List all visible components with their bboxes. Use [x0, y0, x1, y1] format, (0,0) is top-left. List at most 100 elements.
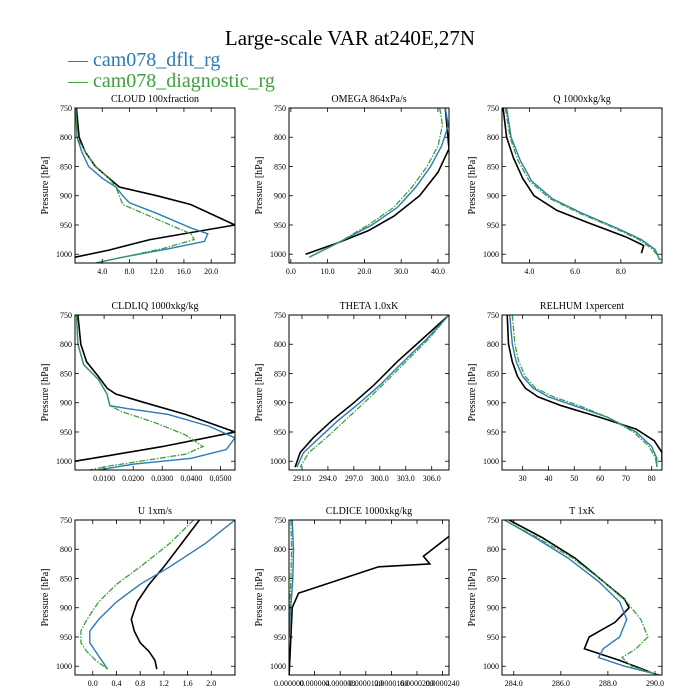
x-tick-label: 6.0 — [570, 267, 580, 276]
y-tick-label: 1000 — [270, 250, 286, 259]
y-tick-label: 750 — [274, 311, 286, 320]
y-tick-label: 750 — [60, 516, 72, 525]
x-tick-label: 0.0300 — [151, 474, 173, 483]
series-line-dflt — [504, 520, 660, 675]
x-tick-label: 0.8 — [135, 679, 145, 688]
y-tick-label: 950 — [274, 221, 286, 230]
panel-title: CLDICE 1000xkg/kg — [326, 506, 412, 517]
y-tick-label: 1000 — [56, 250, 72, 259]
y-tick-label: 750 — [60, 104, 72, 113]
x-tick-label: 306.0 — [423, 474, 441, 483]
y-tick-label: 850 — [60, 162, 72, 171]
y-tick-label: 850 — [60, 369, 72, 378]
x-tick-label: 288.0 — [599, 679, 617, 688]
series-line-dflt — [505, 108, 661, 261]
y-tick-label: 750 — [274, 104, 286, 113]
x-tick-label: 0.0100 — [93, 474, 115, 483]
y-tick-label: 950 — [60, 633, 72, 642]
y-tick-label: 800 — [60, 545, 72, 554]
x-tick-label: 294.0 — [319, 474, 337, 483]
x-tick-label: 0.000004 — [300, 679, 330, 688]
x-tick-label: 20.0 — [357, 267, 371, 276]
panel-title: THETA 1.0xK — [340, 301, 399, 312]
x-tick-label: 4.0 — [97, 267, 107, 276]
x-tick-label: 290.0 — [646, 679, 664, 688]
x-tick-label: 0.0400 — [180, 474, 202, 483]
x-tick-label: 284.0 — [505, 679, 523, 688]
panel-title: U 1xm/s — [138, 506, 172, 517]
panel-6: U 1xm/s Pressure [hPa] 750 800 850 900 950 1000… — [40, 506, 236, 688]
y-tick-label: 950 — [60, 428, 72, 437]
y-tick-label: 800 — [274, 133, 286, 142]
panel-title: Q 1000xkg/kg — [553, 94, 611, 105]
x-tick-label: 8.0 — [616, 267, 626, 276]
x-tick-label: 4.0 — [524, 267, 534, 276]
x-tick-label: 0.0 — [286, 267, 296, 276]
x-tick-label: 0.000008 — [325, 679, 355, 688]
x-tick-label: 10.0 — [321, 267, 335, 276]
panel-1: OMEGA 864xPa/s Pressure [hPa] 750 800 850 900… — [254, 94, 450, 276]
y-tick-label: 900 — [487, 192, 499, 201]
series-line-diag — [80, 520, 194, 670]
x-tick-label: 0.0000240 — [426, 679, 460, 688]
plot-frame — [501, 519, 663, 676]
y-tick-label: 800 — [487, 340, 499, 349]
series-line-diag — [299, 315, 449, 468]
panel-title: T 1xK — [569, 506, 595, 517]
y-tick-label: 850 — [274, 574, 286, 583]
series-line-obs — [130, 520, 201, 670]
y-tick-label: 750 — [487, 516, 499, 525]
series-line-obs — [294, 315, 449, 468]
x-tick-label: 1.6 — [183, 679, 193, 688]
x-tick-label: 30 — [519, 474, 527, 483]
x-tick-label: 0.0 — [88, 679, 98, 688]
x-tick-label: 12.0 — [150, 267, 164, 276]
panel-title: CLDLIQ 1000xkg/kg — [112, 301, 199, 312]
series-line-obs — [305, 108, 449, 255]
panel-title: RELHUM 1xpercent — [540, 301, 624, 312]
y-tick-label: 1000 — [483, 457, 499, 466]
y-tick-label: 1000 — [270, 457, 286, 466]
y-tick-label: 900 — [60, 399, 72, 408]
y-axis-label: Pressure [hPa] — [467, 156, 478, 214]
y-tick-label: 900 — [60, 604, 72, 613]
series-line-diag — [75, 315, 205, 470]
y-tick-label: 950 — [487, 221, 499, 230]
panel-2: Q 1000xkg/kg Pressure [hPa] 750 800 850 900 95… — [467, 94, 663, 276]
plot-frame — [501, 314, 663, 471]
panel-title: CLOUD 100xfraction — [111, 94, 199, 105]
x-tick-label: 16.0 — [177, 267, 191, 276]
plot-frame — [74, 107, 236, 264]
y-tick-label: 800 — [487, 133, 499, 142]
y-tick-label: 1000 — [56, 457, 72, 466]
x-tick-label: 20.0 — [204, 267, 218, 276]
x-tick-label: 8.0 — [124, 267, 134, 276]
y-tick-label: 1000 — [270, 662, 286, 671]
chart-title: Large-scale VAR at240E,27N — [224, 26, 476, 50]
plot-frame — [501, 107, 663, 264]
x-tick-label: 291.0 — [293, 474, 311, 483]
plot-frame — [74, 519, 236, 676]
y-tick-label: 850 — [274, 162, 286, 171]
y-tick-label: 800 — [60, 133, 72, 142]
x-tick-label: 0.4 — [111, 679, 121, 688]
x-tick-label: 0.0200 — [122, 474, 144, 483]
x-tick-label: 40.0 — [431, 267, 445, 276]
y-tick-label: 750 — [487, 104, 499, 113]
plot-frame — [288, 314, 450, 471]
x-tick-label: 286.0 — [552, 679, 570, 688]
series-line-dflt — [296, 315, 449, 468]
panel-7: CLDICE 1000xkg/kg Pressure [hPa] 750 800 850… — [254, 506, 460, 688]
series-line-dflt — [509, 315, 658, 468]
y-tick-label: 900 — [60, 192, 72, 201]
y-axis-label: Pressure [hPa] — [254, 363, 265, 421]
y-tick-label: 800 — [487, 545, 499, 554]
y-tick-label: 950 — [487, 428, 499, 437]
y-tick-label: 750 — [60, 311, 72, 320]
series-line-diag — [75, 108, 196, 263]
series-line-obs — [506, 315, 662, 462]
y-tick-label: 800 — [274, 545, 286, 554]
x-tick-label: 50 — [570, 474, 578, 483]
series-line-dflt — [308, 108, 449, 258]
x-tick-label: 297.0 — [345, 474, 363, 483]
